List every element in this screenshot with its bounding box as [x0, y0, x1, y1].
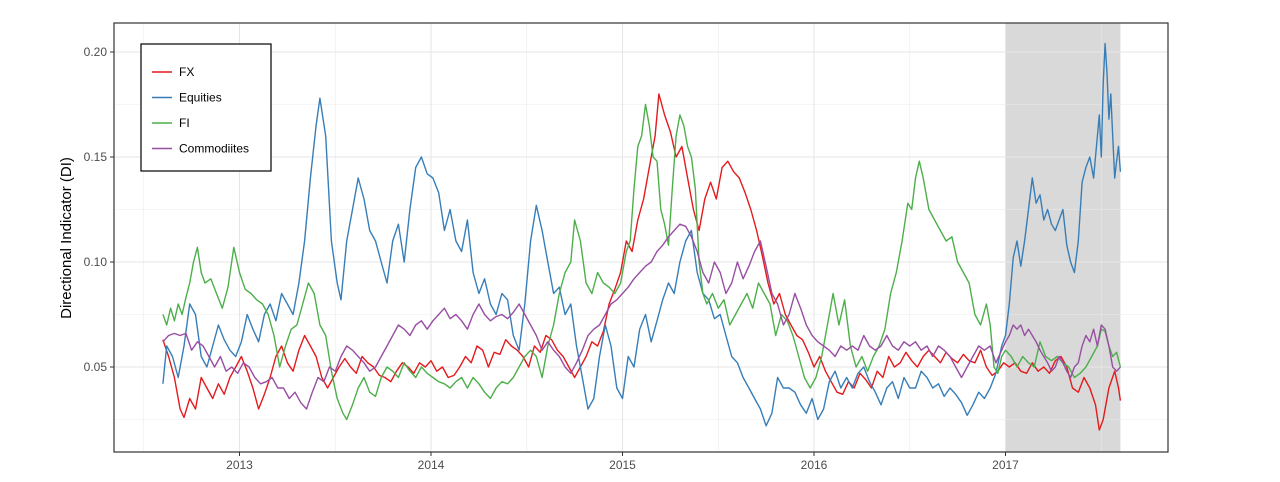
x-tick-label: 2015	[609, 458, 636, 472]
legend-item-commodiites: Commodiites	[152, 142, 249, 156]
series-line-equities	[162, 42, 1122, 427]
plot-panel	[114, 23, 1168, 452]
legend-item-equities: Equities	[152, 91, 222, 105]
series-lines	[162, 42, 1122, 431]
y-tick-label: 0.20	[84, 45, 108, 59]
legend-item-fx: FX	[152, 65, 194, 79]
y-tick-label: 0.15	[84, 150, 108, 164]
panel-border	[113, 22, 1169, 453]
x-tick-label: 2014	[418, 458, 445, 472]
series-line-fi	[162, 103, 1122, 421]
legend-item-fi: FI	[152, 116, 190, 130]
x-axis: 2013 2014 2015 2016 2017	[226, 452, 1019, 472]
x-tick-label: 2016	[801, 458, 828, 472]
legend: FX Equities FI Commodiites	[140, 43, 272, 172]
legend-label: Commodiites	[179, 142, 249, 156]
x-tick-label: 2017	[992, 458, 1019, 472]
y-axis-title: Directional Indicator (DI)	[58, 157, 75, 319]
y-tick-label: 0.10	[84, 255, 108, 269]
series-line-fx	[162, 93, 1122, 431]
series-line-commodiites	[162, 223, 1121, 410]
x-tick-label: 2013	[226, 458, 253, 472]
grid-minor	[114, 23, 1168, 452]
y-tick-label: 0.05	[84, 360, 108, 374]
y-axis: 0.05 0.10 0.15 0.20	[84, 45, 114, 374]
legend-label: FX	[179, 65, 194, 79]
legend-label: Equities	[179, 91, 222, 105]
grid-major	[114, 23, 1168, 452]
legend-box	[140, 43, 272, 172]
legend-label: FI	[179, 116, 190, 130]
